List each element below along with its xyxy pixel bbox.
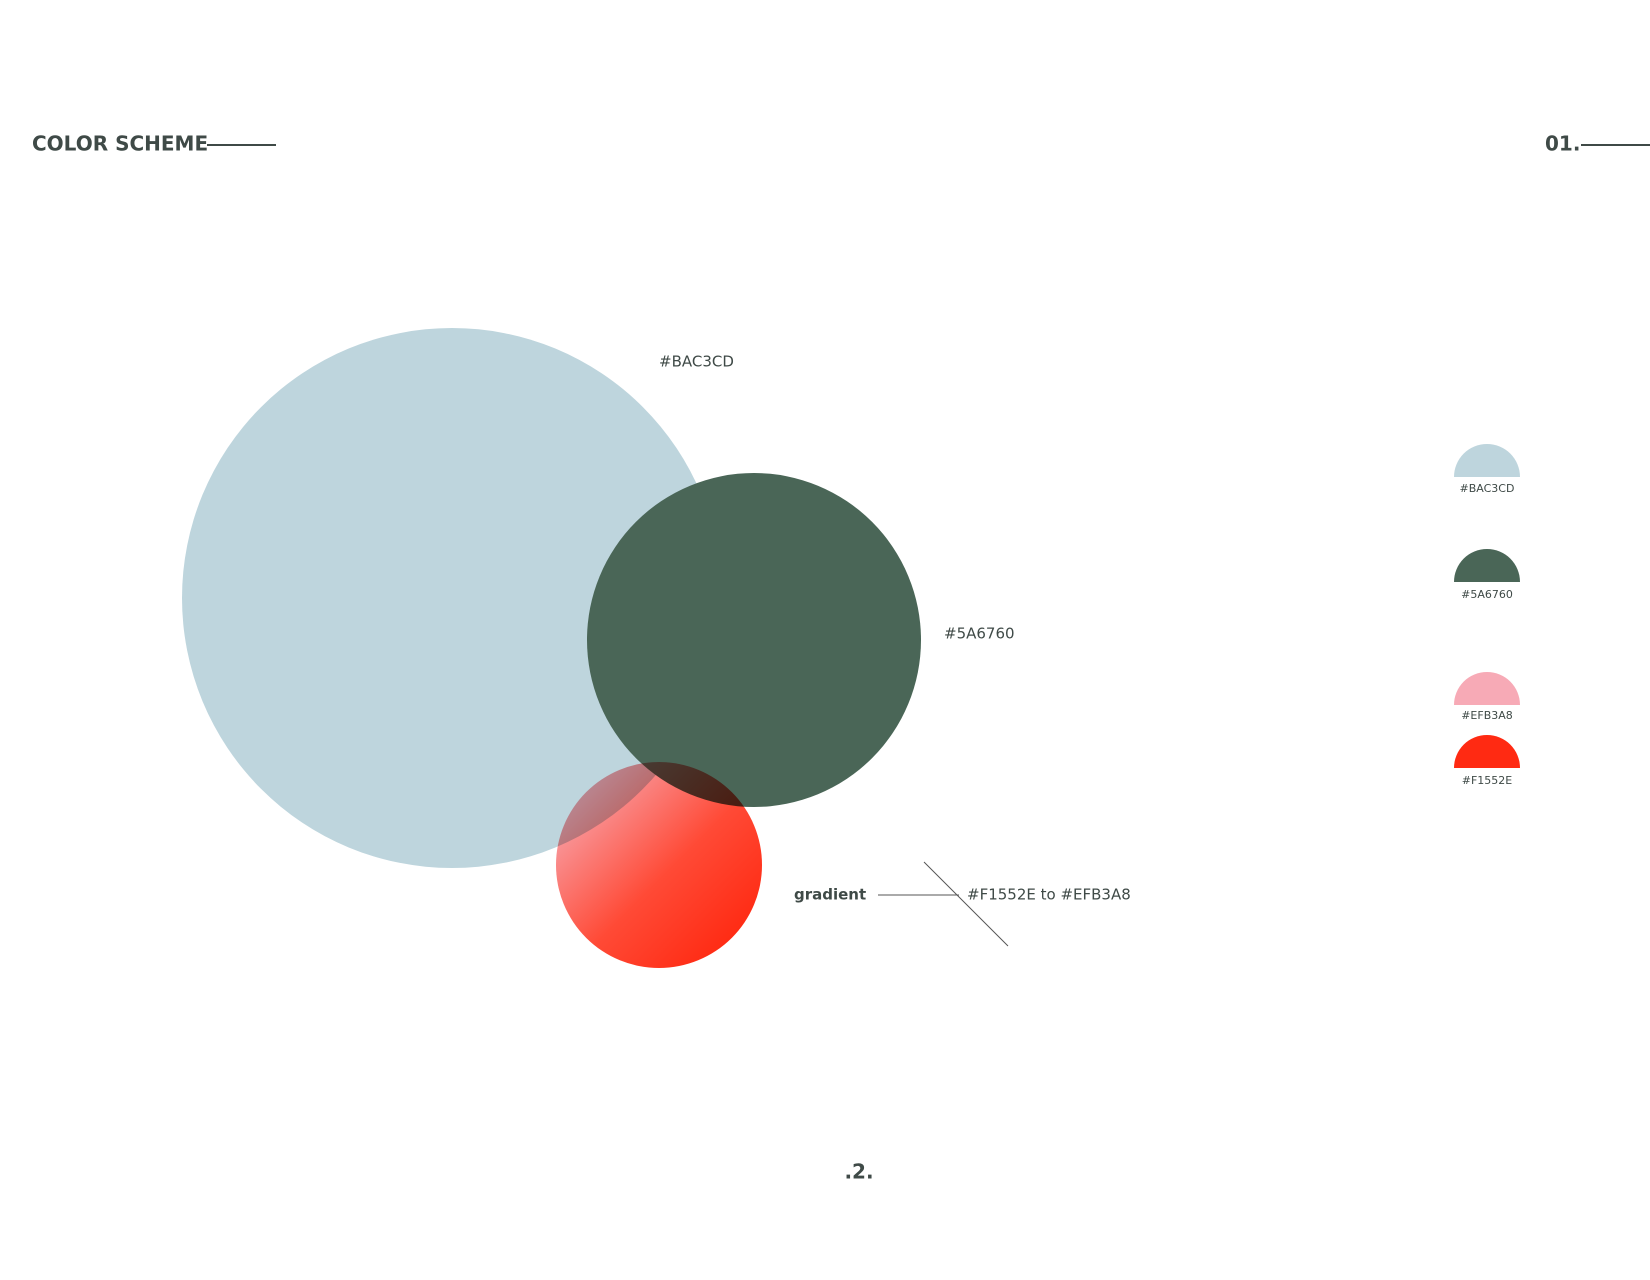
swatch-label: #5A6760: [1461, 588, 1513, 601]
gradient-detail: #F1552E to #EFB3A8: [967, 886, 1131, 904]
circle-label: gradient: [794, 886, 866, 904]
green-circle: [587, 473, 921, 807]
blue-circle: [182, 328, 722, 868]
swatch-label: #F1552E: [1462, 774, 1513, 787]
gradient-circle: [556, 762, 762, 968]
circle-label: #BAC3CD: [659, 353, 734, 371]
connector: [923, 861, 1009, 947]
swatch-label: #BAC3CD: [1460, 482, 1515, 495]
swatch: [1454, 549, 1520, 582]
swatch: [1454, 444, 1520, 477]
circle-label: #5A6760: [944, 625, 1015, 643]
swatch: [1454, 735, 1520, 768]
swatch-label: #EFB3A8: [1461, 709, 1513, 722]
section-title: COLOR SCHEME: [32, 132, 208, 156]
page-number: .2.: [844, 1160, 873, 1184]
page-marker: 01.: [1545, 132, 1580, 156]
swatch: [1454, 672, 1520, 705]
